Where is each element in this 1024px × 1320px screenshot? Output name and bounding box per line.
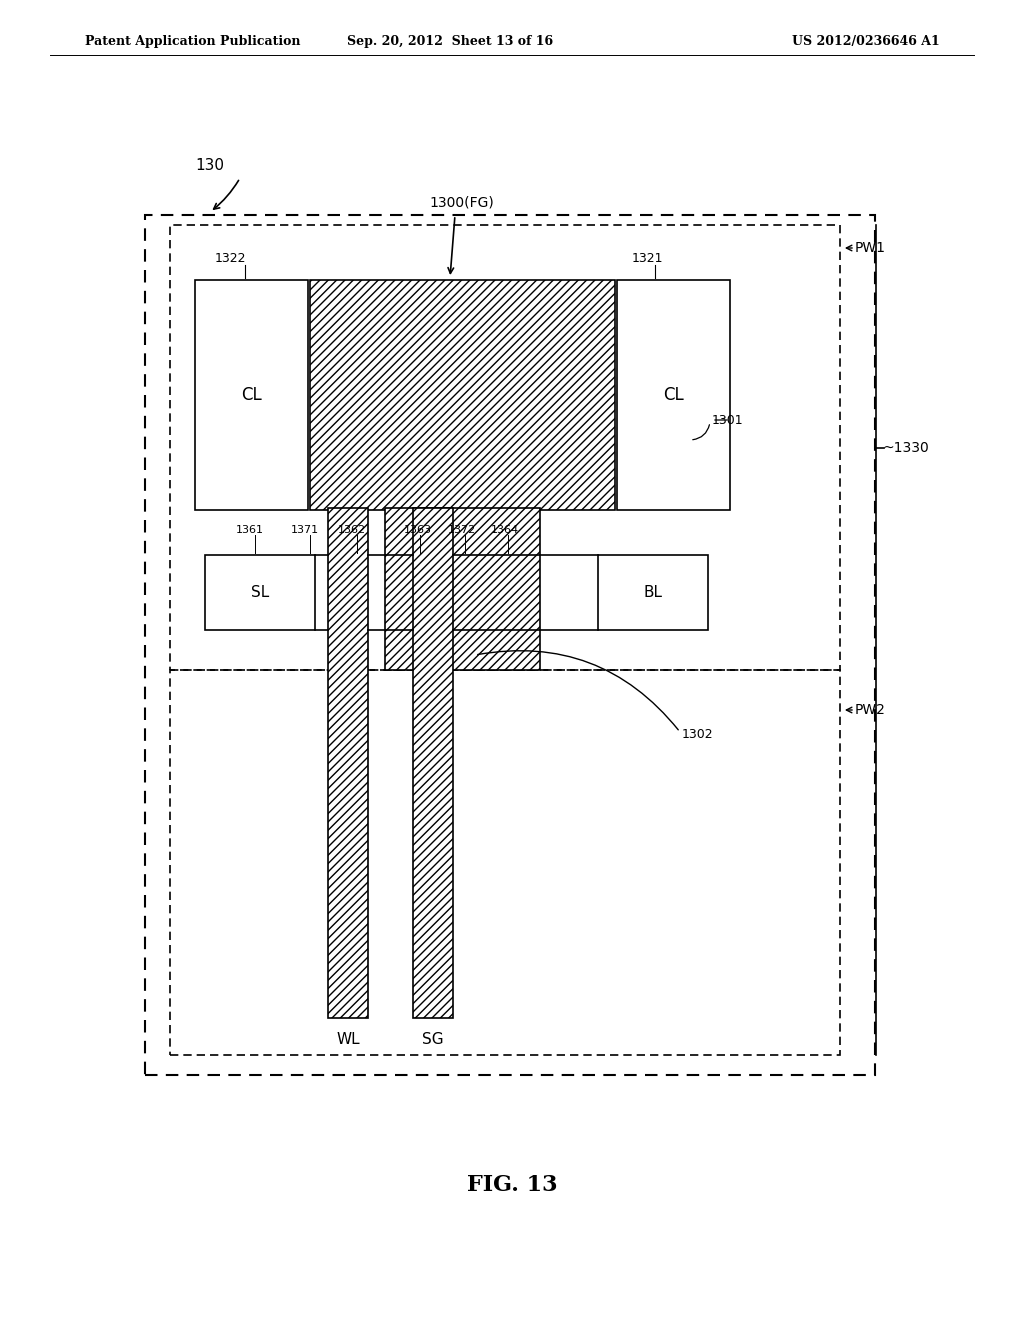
Text: BL: BL (643, 585, 663, 601)
Bar (385, 508, 540, 671)
Bar (170, 224, 840, 671)
Bar (328, 508, 368, 1018)
Text: SL: SL (251, 585, 269, 601)
Text: 1371: 1371 (291, 525, 319, 535)
Bar (205, 554, 315, 630)
Text: CL: CL (241, 385, 262, 404)
Text: 1302: 1302 (682, 729, 714, 742)
Bar (195, 280, 308, 510)
Text: SG: SG (422, 1032, 443, 1047)
Text: Patent Application Publication: Patent Application Publication (85, 36, 300, 48)
Text: 1301: 1301 (712, 413, 743, 426)
Bar (617, 280, 730, 510)
Text: ~1330: ~1330 (882, 441, 929, 455)
Text: 1300(FG): 1300(FG) (430, 195, 495, 209)
Text: PW1: PW1 (855, 242, 886, 255)
Text: 1362: 1362 (338, 525, 366, 535)
Text: 1321: 1321 (632, 252, 664, 264)
Text: Sep. 20, 2012  Sheet 13 of 16: Sep. 20, 2012 Sheet 13 of 16 (347, 36, 553, 48)
Text: PW2: PW2 (855, 704, 886, 717)
Text: 1322: 1322 (215, 252, 247, 264)
Text: CL: CL (664, 385, 684, 404)
Bar (145, 215, 874, 1074)
Bar (413, 508, 453, 1018)
Text: 130: 130 (195, 157, 224, 173)
Text: 1363: 1363 (404, 525, 432, 535)
Text: 1361: 1361 (236, 525, 264, 535)
Bar (170, 671, 840, 1055)
Text: FIG. 13: FIG. 13 (467, 1173, 557, 1196)
Text: 1372: 1372 (447, 525, 476, 535)
Text: WL: WL (336, 1032, 359, 1047)
Text: 1364: 1364 (490, 525, 519, 535)
Bar (310, 280, 615, 510)
Bar (598, 554, 708, 630)
Text: US 2012/0236646 A1: US 2012/0236646 A1 (793, 36, 940, 48)
